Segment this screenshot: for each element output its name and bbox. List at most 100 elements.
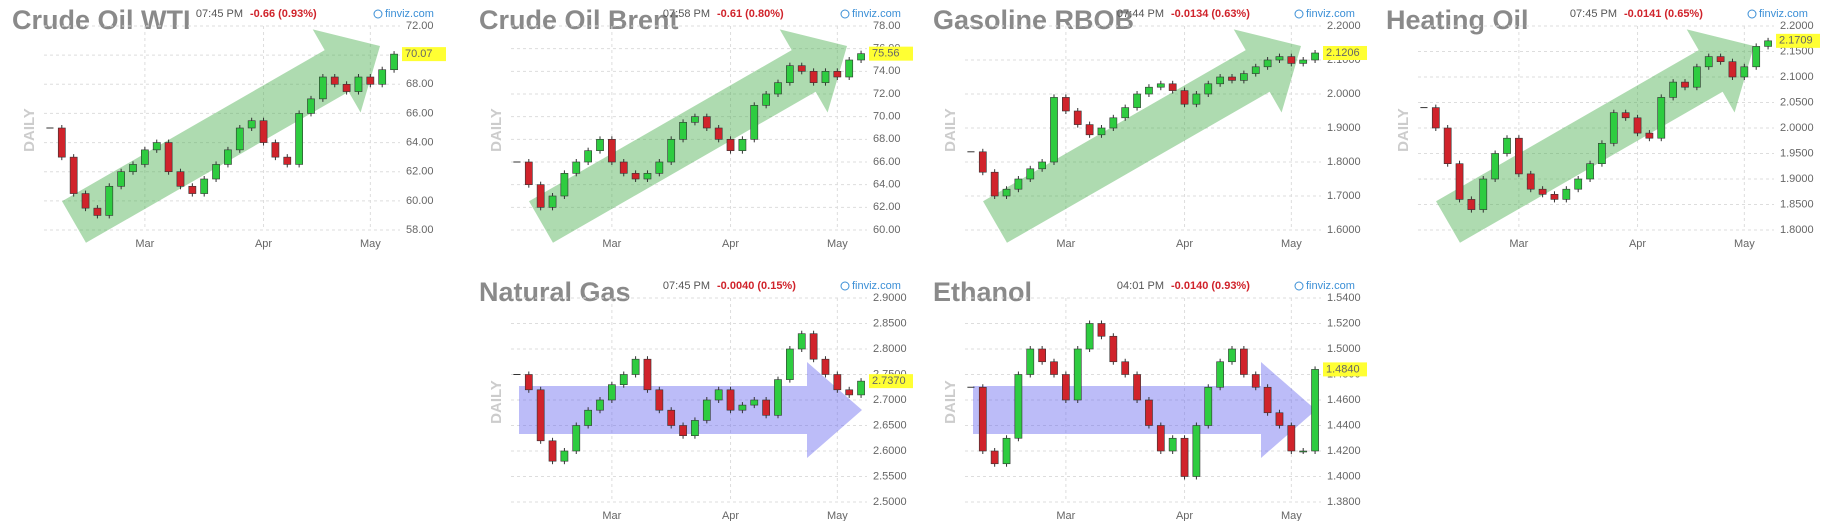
candle [330,76,339,85]
last-price: 2.1709 [1779,35,1813,47]
x-tick-label: May [1281,238,1302,250]
candle [129,164,137,173]
candle [1156,425,1165,452]
candle [702,399,711,421]
y-tick-label: 1.4400 [1327,419,1361,431]
candle [1693,66,1701,88]
candle [1204,83,1213,95]
candle [655,389,664,411]
candle [821,71,830,83]
chart-panel: Crude Oil WTI 07:45 PM -0.66 (0.93%) finviz… [12,5,446,250]
time: 04:01 PM [1117,280,1164,292]
candle [524,161,533,185]
candle [1704,56,1713,68]
chart-title: Crude Oil WTI [12,5,191,35]
x-tick-label: Apr [255,238,272,250]
candle [1192,93,1201,105]
candle [1431,107,1440,129]
source-icon [1747,9,1757,19]
candle [152,142,161,151]
time: 07:45 PM [1570,8,1617,20]
candle [1716,56,1725,62]
y-tick-label: 1.5000 [1327,343,1361,355]
candle [1192,425,1201,477]
y-tick-label: 2.8000 [873,343,907,355]
x-tick-label: May [360,238,381,250]
candle [212,164,220,180]
candle [1168,83,1177,91]
candle [1263,59,1272,68]
candle [619,374,628,385]
last-price-box [1776,33,1820,48]
y-tick-label: 2.6500 [873,419,907,431]
y-tick-label: 2.6000 [873,445,907,457]
candle [797,333,806,350]
candle [1073,348,1082,401]
source: finviz.com [852,280,901,292]
candle [536,184,545,208]
y-tick-label: 1.8000 [1327,156,1361,168]
candle [1538,188,1547,195]
candle [1299,450,1308,453]
candle [679,122,687,140]
candle [750,399,759,406]
candle [224,149,232,165]
candle [105,185,114,216]
candle [1562,188,1571,200]
last-price-box [1323,45,1367,60]
y-tick-label: 1.8500 [1780,198,1814,210]
change: -0.0134 (0.63%) [1171,8,1250,20]
y-tick-label: 1.5400 [1327,292,1361,304]
y-label: DAILY [942,108,959,152]
candle [1752,46,1761,68]
candle [821,358,830,375]
candle [1240,73,1248,81]
time: 07:45 PM [196,8,243,20]
source: finviz.com [385,8,434,20]
source-icon [1294,281,1304,291]
y-tick-label: 1.7000 [1327,190,1361,202]
candle [857,53,865,61]
candle [619,161,628,174]
trend-arrow [529,29,847,243]
candle [1455,163,1464,200]
candle [809,71,818,83]
source-icon [840,9,850,19]
candle [524,374,533,391]
candle [990,450,999,465]
candle [1633,117,1642,134]
candle [726,139,735,151]
trend-arrow [973,362,1316,458]
candle [584,150,592,163]
y-tick-label: 2.2000 [1327,20,1361,32]
x-tick-label: Mar [602,510,621,521]
candle [560,450,569,462]
candle [726,389,735,411]
y-tick-label: 2.5500 [873,470,907,482]
candle [1657,97,1666,139]
candle [1240,348,1248,375]
candle [809,333,818,360]
y-tick-label: 1.4600 [1327,394,1361,406]
candle [667,139,676,163]
y-tick-label: 62.00 [406,166,434,178]
candle [1002,188,1011,197]
source-icon [840,281,850,291]
candle [319,76,327,100]
candle [643,358,652,391]
candle [1168,437,1177,452]
candle [117,171,125,187]
candle [679,425,687,436]
source: finviz.com [852,8,901,20]
candle [1133,374,1141,401]
candle [774,82,782,95]
candle [1073,110,1082,125]
y-tick-label: 66.00 [406,107,434,119]
y-tick-label: 1.3800 [1327,496,1361,508]
y-tick-label: 60.00 [406,195,434,207]
last-price-box [869,374,913,389]
candle [1062,97,1070,112]
y-tick-label: 1.6000 [1327,224,1361,236]
